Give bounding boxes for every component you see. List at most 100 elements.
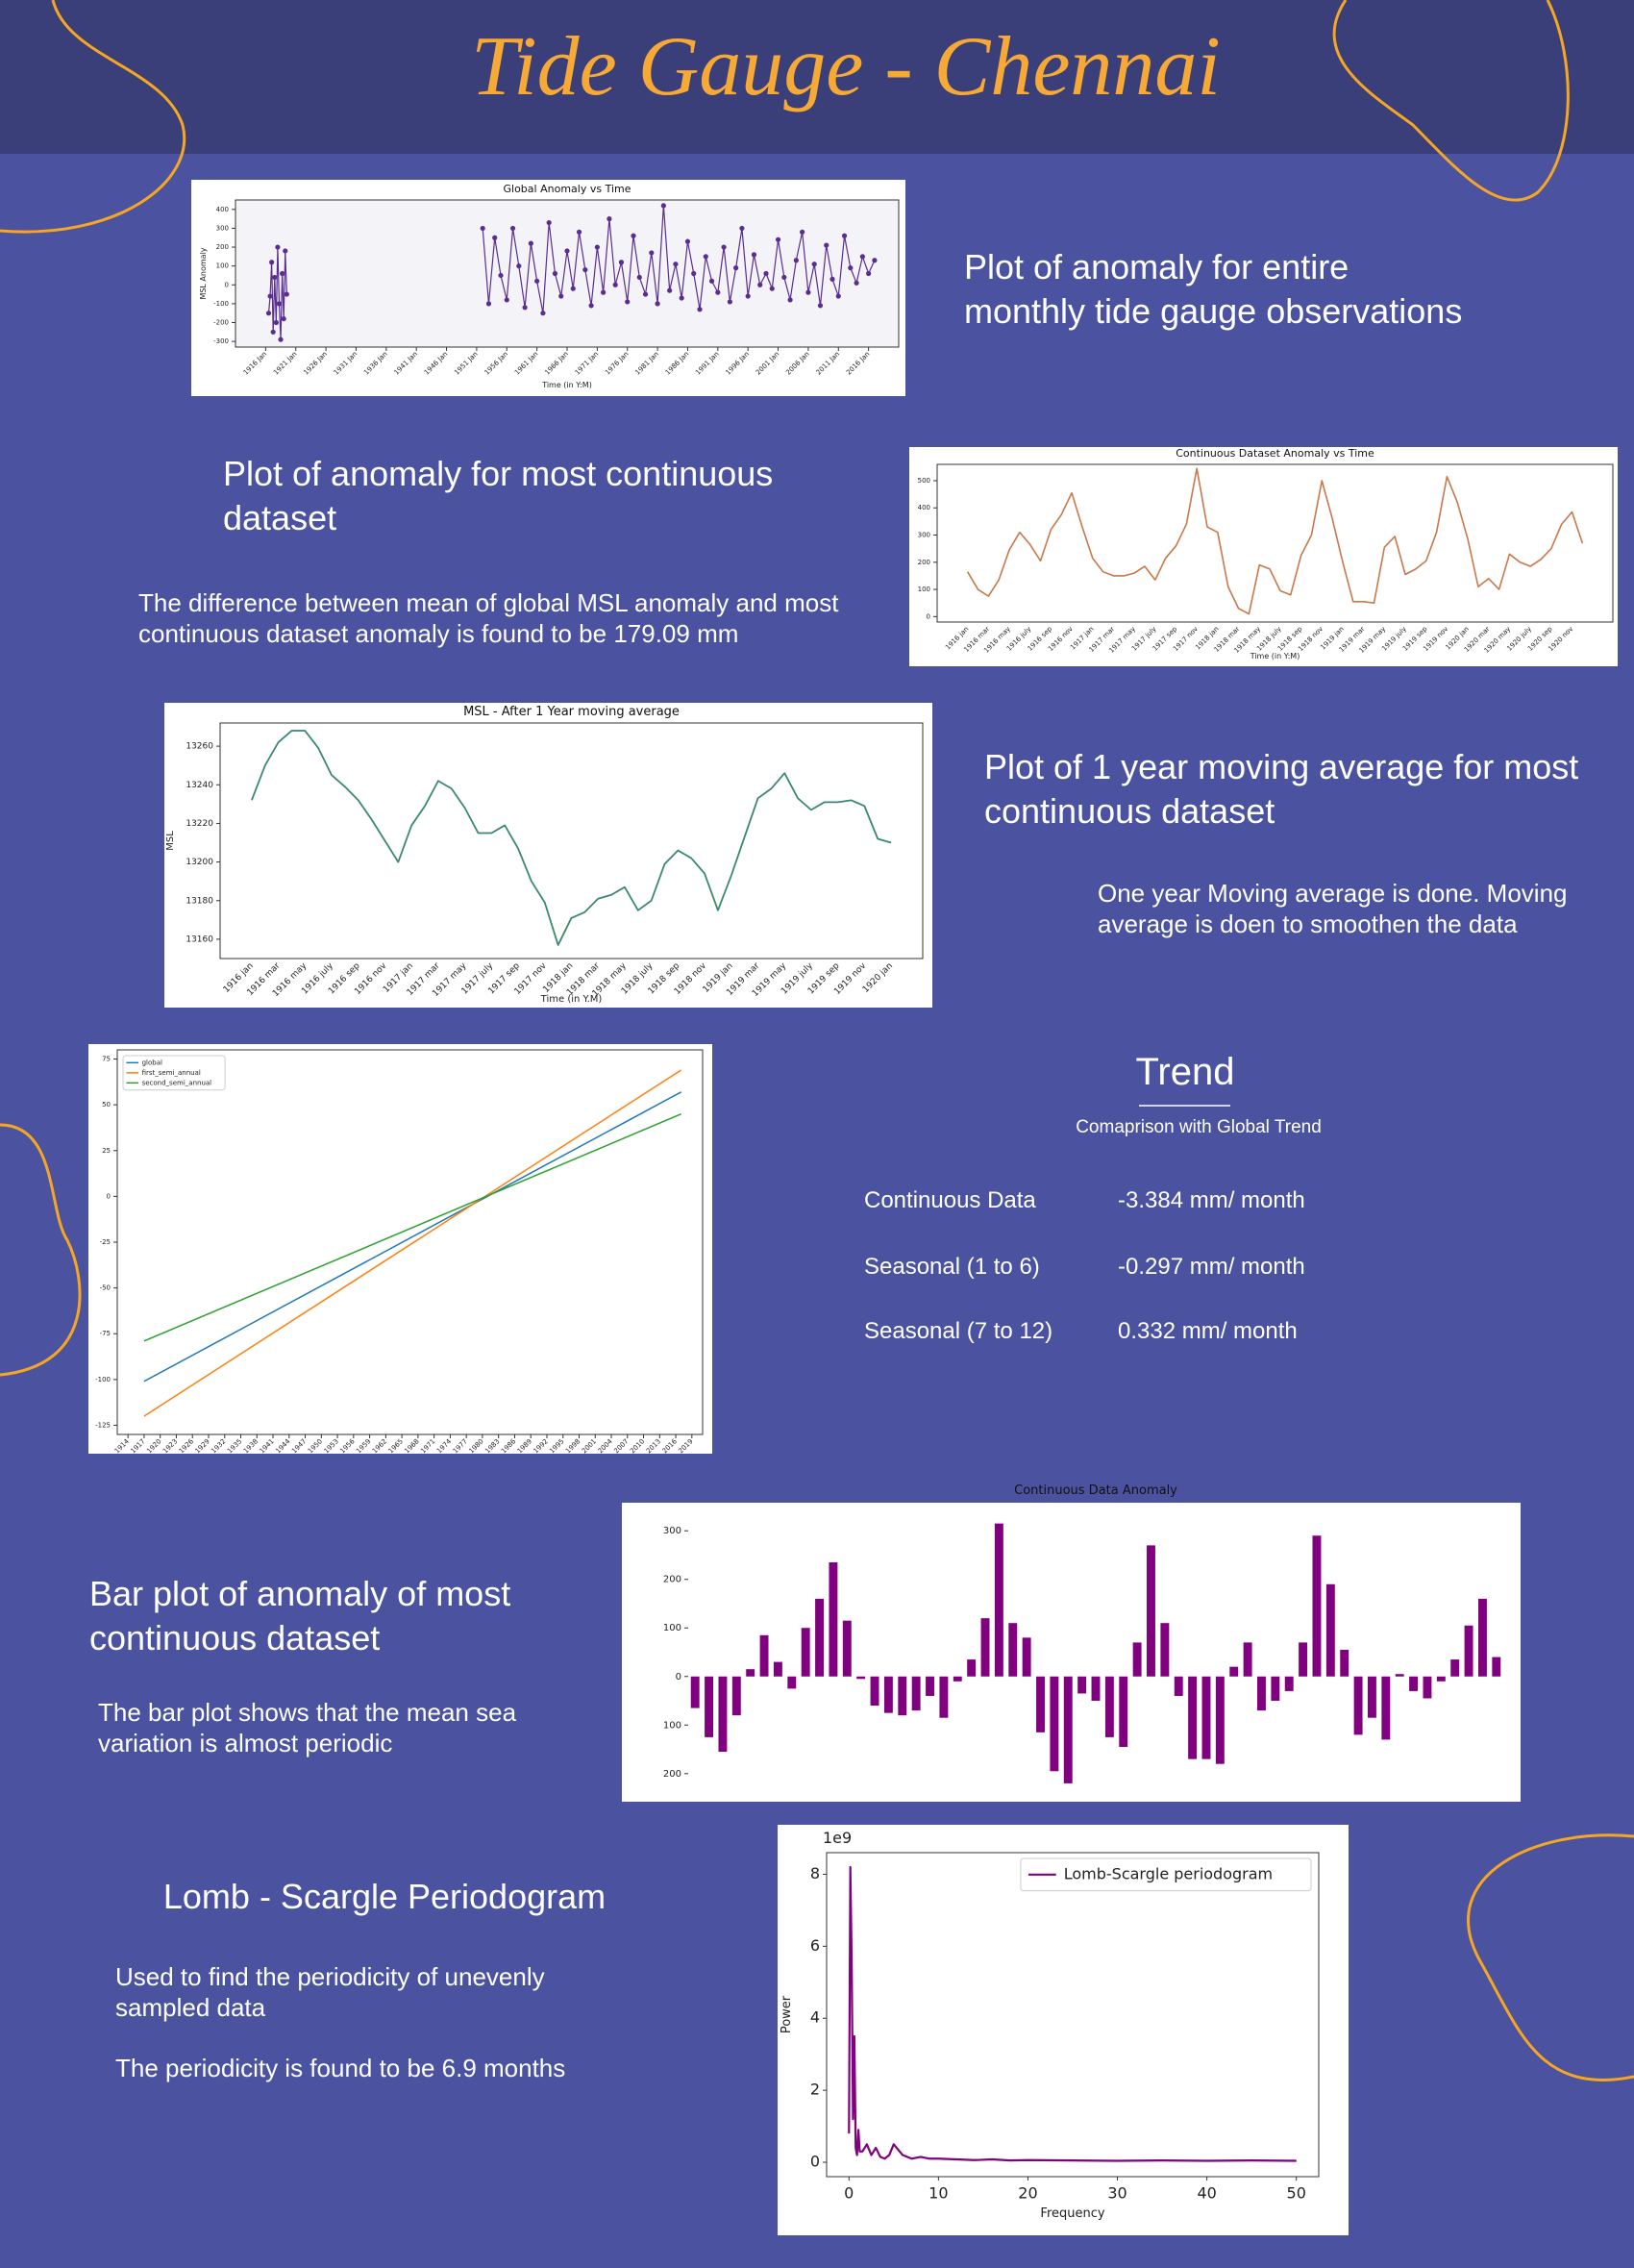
bar <box>1340 1649 1349 1677</box>
marker <box>485 301 492 307</box>
series-line <box>251 730 892 946</box>
bar <box>1008 1623 1018 1677</box>
y-tick-label: -100 <box>95 1376 111 1383</box>
section-heading: Lomb - Scargle Periodogram <box>163 1877 606 1916</box>
y-tick-label: 4 <box>810 2008 820 2027</box>
marker <box>708 278 715 284</box>
bar <box>1284 1676 1294 1691</box>
curve <box>1332 0 1570 202</box>
x-tick-label: 20 <box>1018 2184 1037 2203</box>
series-line <box>143 1069 682 1417</box>
trend-value: -0.297 mm/ month <box>1118 1254 1305 1280</box>
section-text: One year Moving average is done. Moving <box>1098 879 1568 908</box>
bar <box>1368 1676 1376 1718</box>
marker <box>281 315 286 322</box>
bar <box>1201 1676 1211 1759</box>
trend-value: -3.384 mm/ month <box>1118 1187 1305 1213</box>
trend-label: Continuous Data <box>864 1187 1036 1213</box>
marker <box>631 233 636 238</box>
trend-title: Trend <box>1135 1051 1234 1093</box>
marker <box>691 270 697 277</box>
bar <box>1409 1676 1419 1691</box>
bar <box>1436 1676 1446 1682</box>
bar <box>1119 1676 1128 1748</box>
marker <box>745 293 751 299</box>
y-tick-label: 100 <box>918 586 930 593</box>
y-tick-label: 75 <box>102 1056 111 1063</box>
bar <box>1423 1676 1432 1699</box>
marker <box>841 233 848 238</box>
y-tick-label: 400 <box>918 504 930 511</box>
marker <box>781 274 787 281</box>
y-tick-label: 100 <box>663 1720 681 1731</box>
marker <box>522 305 528 311</box>
marker <box>829 276 835 282</box>
marker <box>721 244 727 250</box>
bar <box>870 1676 879 1707</box>
y-axis-label: MSL <box>165 831 176 851</box>
marker <box>727 299 732 305</box>
marker <box>270 329 276 335</box>
bar <box>856 1676 866 1680</box>
section-heading: Plot of anomaly for entire <box>964 247 1349 287</box>
marker <box>679 295 684 301</box>
marker <box>739 225 745 232</box>
marker <box>265 311 272 316</box>
marker <box>540 311 546 316</box>
bar <box>815 1598 824 1677</box>
curve <box>1467 1833 1634 2081</box>
plot-border <box>235 199 900 348</box>
bar <box>1091 1676 1101 1702</box>
chart-title: MSL - After 1 Year moving average <box>463 705 680 719</box>
y-tick-label: 100 <box>663 1623 681 1633</box>
marker <box>859 254 865 260</box>
bar <box>1450 1659 1460 1677</box>
marker <box>733 265 739 271</box>
marker <box>576 229 582 235</box>
marker <box>824 242 829 248</box>
bar <box>1477 1598 1487 1677</box>
bar <box>1243 1642 1252 1677</box>
x-tick-label: 10 <box>928 2184 948 2203</box>
y-tick-label: -25 <box>100 1238 111 1246</box>
bar <box>1299 1642 1308 1677</box>
section-text: average is doen to smoothen the data <box>1098 910 1518 938</box>
chart-frame <box>909 447 1618 666</box>
marker <box>269 260 275 265</box>
plot-border <box>219 722 924 960</box>
x-axis-label: Time (in Y:M) <box>541 381 592 389</box>
bar <box>898 1676 907 1716</box>
y-tick-label: -50 <box>100 1284 111 1292</box>
y-tick-label: 6 <box>810 1936 820 1955</box>
series-line <box>143 1091 682 1383</box>
y-tick-label: 300 <box>216 224 229 232</box>
chart-title: Global Anomaly vs Time <box>504 183 631 195</box>
marker <box>811 262 817 267</box>
section-heading: dataset <box>223 498 336 537</box>
marker <box>552 270 558 277</box>
bar <box>953 1676 962 1682</box>
marker <box>649 250 655 256</box>
marker <box>278 336 284 342</box>
y-tick-label: -75 <box>100 1330 111 1337</box>
marker <box>697 307 703 312</box>
trend-subtitle: Comaprison with Global Trend <box>1076 1117 1322 1137</box>
bar <box>773 1661 782 1677</box>
bar <box>967 1659 977 1677</box>
y-tick-label: 0 <box>676 1672 681 1682</box>
y-tick-label: 0 <box>107 1192 111 1200</box>
section-note: The periodicity is found to be 6.9 month… <box>115 2054 565 2082</box>
bar <box>1229 1666 1239 1677</box>
marker <box>564 248 570 254</box>
marker <box>763 270 769 277</box>
section-text: Used to find the periodicity of unevenly <box>115 1962 545 1991</box>
bar <box>1353 1676 1363 1735</box>
y-tick-label: 0 <box>225 281 229 288</box>
section-heading: continuous dataset <box>89 1618 380 1657</box>
section-text: continuous dataset anomaly is found to b… <box>138 619 738 648</box>
curve <box>0 1123 82 1377</box>
trend-label: Seasonal (1 to 6) <box>864 1254 1040 1280</box>
y-axis-label: MSL Anomaly <box>199 247 208 299</box>
bar <box>1174 1676 1183 1696</box>
